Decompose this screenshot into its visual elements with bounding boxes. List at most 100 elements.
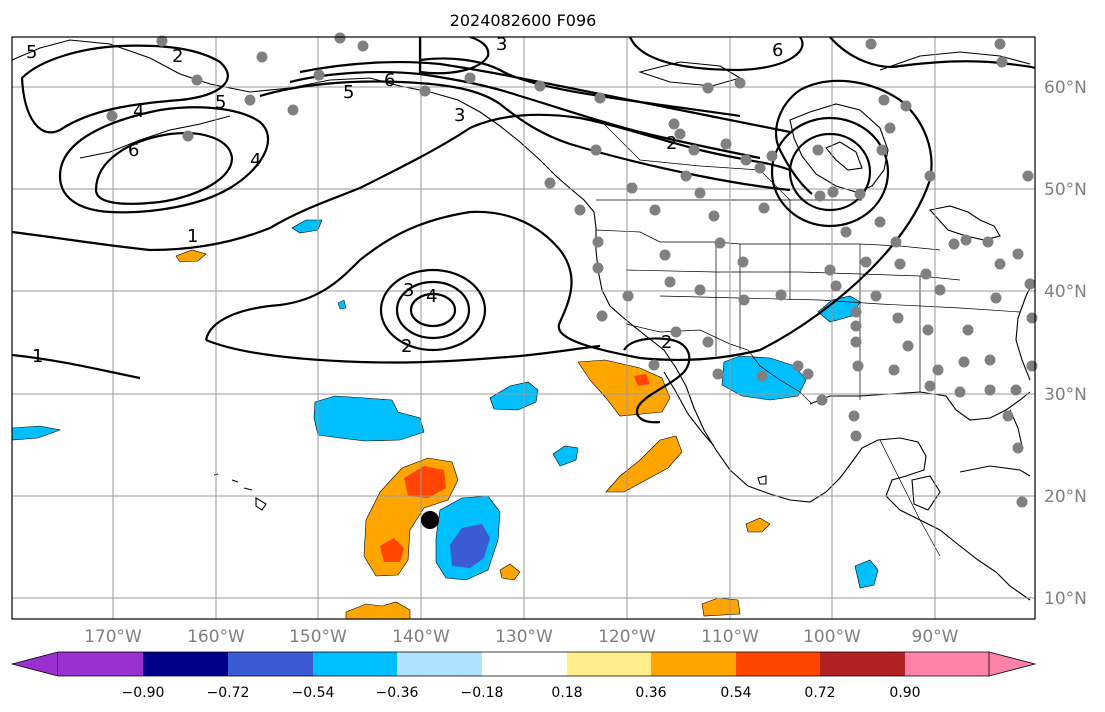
contour-label: 3 xyxy=(403,280,414,301)
station-marker xyxy=(934,284,946,296)
station-marker xyxy=(738,294,750,306)
anomaly-positive-gulf xyxy=(745,517,771,533)
station-marker xyxy=(1024,278,1036,290)
contour-4-jet xyxy=(289,70,761,160)
lat-label: 20°N xyxy=(1044,487,1087,507)
station-marker xyxy=(892,312,904,324)
station-marker xyxy=(668,118,680,130)
contour-label: 4 xyxy=(250,150,261,171)
station-marker xyxy=(714,237,726,249)
station-marker xyxy=(850,336,862,348)
station-marker xyxy=(894,258,906,270)
colorbar-extend-high xyxy=(988,651,1037,677)
anomaly-positive-mexico-coast xyxy=(605,435,683,493)
longitude-labels: 170°W 160°W 150°W 140°W 130°W 120°W 110°… xyxy=(84,627,959,647)
station-marker xyxy=(830,280,842,292)
contour-label: 1 xyxy=(32,346,43,367)
station-marker xyxy=(860,256,872,268)
colorbar-tick-label: 0.90 xyxy=(889,685,920,701)
contour-2-low xyxy=(379,268,487,352)
station-marker xyxy=(852,360,864,372)
contour-label: 2 xyxy=(666,133,677,154)
station-marker xyxy=(812,144,824,156)
station-marker xyxy=(694,187,706,199)
contour-label: 6 xyxy=(772,40,783,61)
colorbar-tick-label: −0.18 xyxy=(461,685,504,701)
contour-5-north xyxy=(20,44,229,134)
lon-label: 120°W xyxy=(598,627,656,647)
colorbar-segment xyxy=(567,652,651,676)
anomaly-negative-central-america xyxy=(854,559,879,589)
station-marker xyxy=(464,72,476,84)
station-marker xyxy=(708,210,720,222)
colorbar-tick-label: −0.54 xyxy=(292,685,335,701)
station-marker xyxy=(1012,442,1024,454)
station-marker xyxy=(626,182,638,194)
contour-6-jet xyxy=(419,57,741,118)
anomaly-negative-north-pacific xyxy=(291,219,323,234)
station-marker xyxy=(870,290,882,302)
station-marker xyxy=(737,256,749,268)
anomaly-negative-east-pacific xyxy=(489,381,539,411)
lon-label: 90°W xyxy=(912,627,959,647)
station-marker xyxy=(874,216,886,228)
anomaly-positive-small xyxy=(499,563,521,581)
contour-6-high xyxy=(788,132,872,212)
station-marker xyxy=(850,430,862,442)
station-marker xyxy=(958,356,970,368)
contour-2-baja xyxy=(623,337,691,424)
station-marker xyxy=(256,51,268,63)
contour-north-east xyxy=(829,36,1036,70)
contour-3-jet xyxy=(259,80,791,192)
contour-lines xyxy=(11,35,1036,424)
great-lakes xyxy=(928,205,1001,241)
station-marker xyxy=(854,188,866,200)
station-marker xyxy=(694,284,706,296)
contour-1-north xyxy=(11,113,791,252)
station-marker xyxy=(680,170,692,182)
station-marker xyxy=(850,320,862,332)
station-marker xyxy=(702,82,714,94)
station-marker xyxy=(740,154,752,166)
anomaly-negative-small xyxy=(552,445,579,467)
colorbar-segment xyxy=(143,652,228,676)
station-marker xyxy=(1022,170,1034,182)
contour-label: 2 xyxy=(661,332,672,353)
station-marker xyxy=(900,100,912,112)
station-marker xyxy=(754,162,766,174)
contour-3-low xyxy=(395,280,471,340)
lon-label: 160°W xyxy=(187,627,245,647)
central-america-border xyxy=(879,439,941,557)
station-marker xyxy=(1026,312,1038,324)
colorbar-segment xyxy=(58,652,143,676)
colorbar-segment xyxy=(736,652,820,676)
atlantic-coastline xyxy=(1015,279,1035,381)
station-marker xyxy=(924,380,936,392)
yucatan xyxy=(911,475,941,511)
station-marker xyxy=(534,80,546,92)
anomaly-strong-positive-baja xyxy=(634,374,650,386)
contour-5-high xyxy=(770,116,890,228)
contour-5-aleutian xyxy=(94,132,234,205)
lon-label: 170°W xyxy=(84,627,142,647)
contour-4-low xyxy=(409,292,457,328)
station-marker xyxy=(890,236,902,248)
station-marker xyxy=(1012,248,1024,260)
station-marker xyxy=(922,324,934,336)
contour-4-aleutian-outer xyxy=(58,106,270,214)
station-marker xyxy=(419,85,431,97)
contour-label: 4 xyxy=(426,286,437,307)
station-marker xyxy=(334,32,346,44)
colorbar-tick-label: 0.72 xyxy=(804,685,835,701)
anomaly-positive-baja xyxy=(577,359,671,417)
station-marker xyxy=(984,384,996,396)
station-marker xyxy=(924,170,936,182)
james-bay xyxy=(825,141,863,171)
anomaly-negative-speck xyxy=(337,299,347,310)
contour-label: 3 xyxy=(454,105,465,126)
aleutian-islands xyxy=(79,115,231,159)
station-marker xyxy=(313,69,325,81)
station-marker xyxy=(592,236,604,248)
station-marker xyxy=(984,354,996,366)
colorbar-tick-label: −0.90 xyxy=(122,685,165,701)
